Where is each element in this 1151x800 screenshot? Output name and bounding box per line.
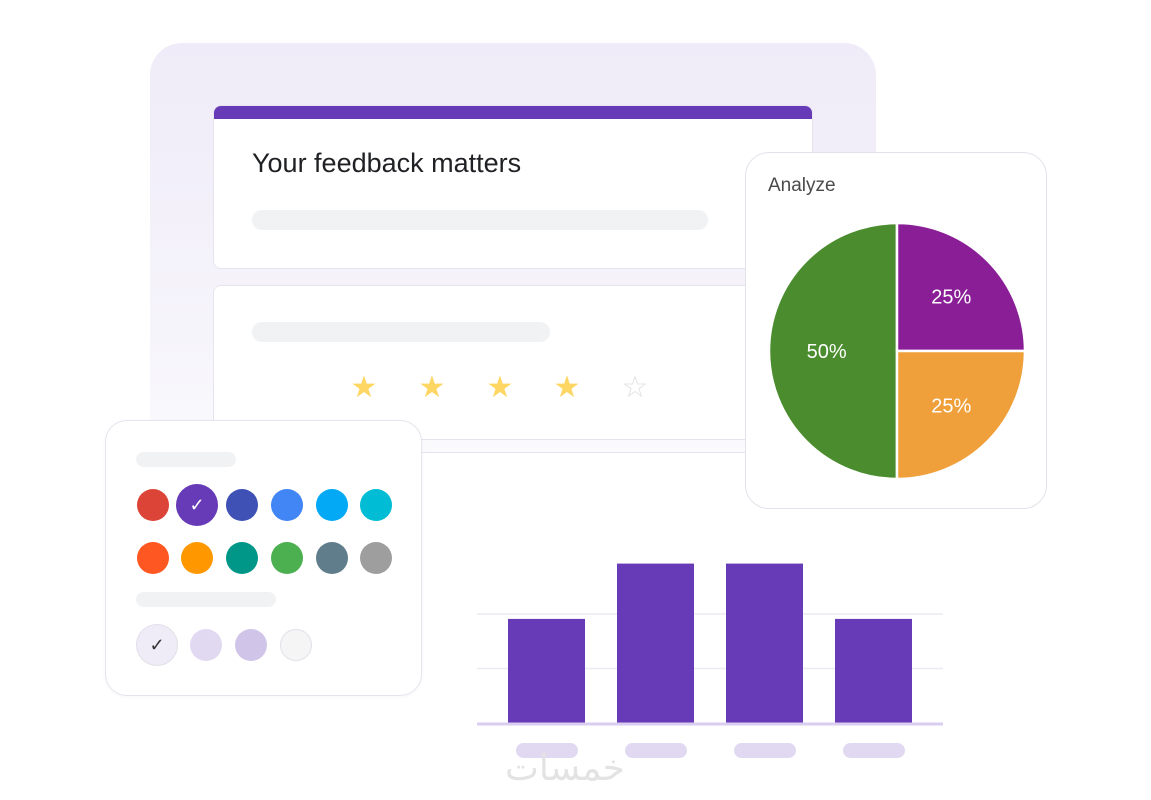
description-placeholder [252,210,708,230]
theme-color-picker: ✓ ✓ [105,420,422,696]
rating-question-card: ★ ★ ★ ★ ☆ [213,285,813,440]
theme-color-swatch[interactable] [137,542,169,574]
background-color-swatch[interactable] [280,629,312,661]
background-color-swatch[interactable]: ✓ [136,624,178,666]
theme-color-swatch[interactable] [271,542,303,574]
star-icon[interactable]: ★ [486,371,514,404]
x-tick-label-placeholder [625,743,687,758]
theme-color-swatch[interactable] [316,542,348,574]
x-tick-label-placeholder [516,743,578,758]
theme-color-swatch[interactable] [181,542,213,574]
theme-color-swatch[interactable] [360,489,392,521]
analyze-title: Analyze [768,175,836,196]
form-header-card: Your feedback matters [213,105,813,269]
analyze-card: Analyze 50% 25% 25% [745,152,1047,509]
bar [508,618,585,723]
star-icon[interactable]: ☆ [621,371,649,404]
background-label-placeholder [136,592,276,607]
background-color-swatch[interactable] [190,629,222,661]
x-tick-label-placeholder [843,743,905,758]
star-icon[interactable]: ★ [418,371,446,404]
theme-color-swatch[interactable] [226,542,258,574]
pie-slice [895,349,1027,481]
question-placeholder [252,322,550,342]
bar-chart [470,540,950,775]
form-accent-bar [214,106,812,119]
theme-color-swatch[interactable] [271,489,303,521]
pie-slice [767,221,899,481]
bar [835,618,912,723]
pie-chart: 50% 25% 25% [767,221,1027,481]
watermark: خمسات [505,748,626,789]
form-title: Your feedback matters [252,148,522,178]
pie-slice-label: 25% [931,395,971,417]
pie-slice [895,221,1027,353]
star-icon[interactable]: ★ [350,371,378,404]
bar [726,563,803,723]
star-icon[interactable]: ★ [553,371,581,404]
theme-color-swatch[interactable] [226,489,258,521]
bar [617,563,694,723]
pie-slice-label: 50% [807,341,847,363]
theme-color-swatch[interactable] [360,542,392,574]
theme-color-swatch[interactable]: ✓ [176,484,218,526]
pie-slice-label: 25% [931,287,971,309]
background-color-swatch[interactable] [235,629,267,661]
theme-label-placeholder [136,452,236,467]
theme-color-swatch[interactable] [316,489,348,521]
theme-color-swatch[interactable] [137,489,169,521]
x-tick-label-placeholder [734,743,796,758]
